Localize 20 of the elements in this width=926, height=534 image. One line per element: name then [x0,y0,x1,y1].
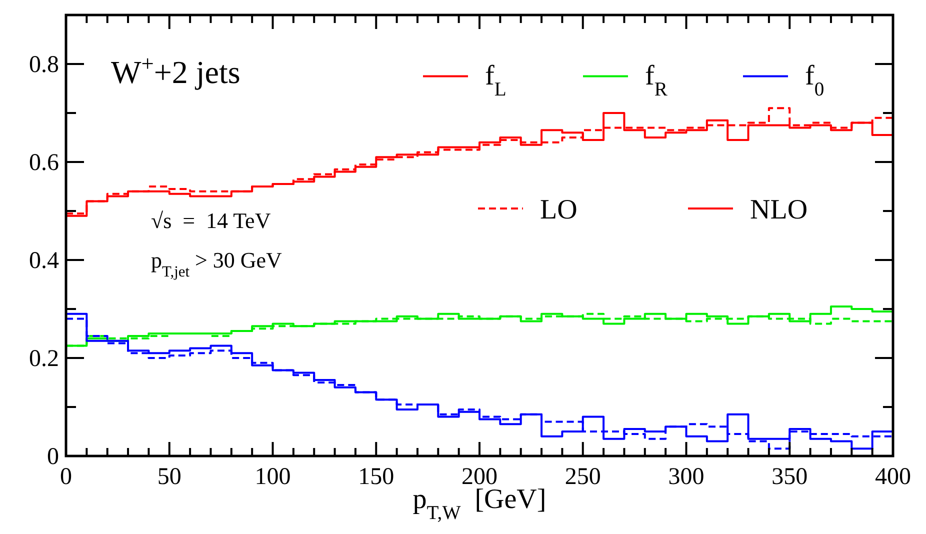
annotation: NLO [750,194,808,226]
legend-label: f$_{L}$ [485,60,506,100]
x-tick-label: 250 [564,464,601,490]
annotation: LO [540,194,578,226]
x-tick-label: 350 [772,464,808,490]
text: W$^{+}$+2 jets [111,50,240,90]
y-tick-label: 0.6 [29,150,59,176]
x-tick-label: 400 [875,464,911,490]
x-tick-label: 150 [358,464,394,490]
annotation: p$_{T,jet}$ > 30 GeV [151,247,282,280]
y-tick-label: 0.4 [29,248,59,274]
x-tick-label: 300 [668,464,704,490]
legend-label: f$_{0}$ [805,60,824,100]
x-tick-label: 100 [254,464,291,490]
x-tick-label: 50 [157,464,182,490]
annotation: √s = 14 TeV [151,208,271,234]
y-tick-label: 0 [47,444,59,470]
y-tick-label: 0.2 [29,346,59,372]
legend-label: f$_{R}$ [645,60,668,100]
y-tick-label: 0.8 [29,52,59,78]
